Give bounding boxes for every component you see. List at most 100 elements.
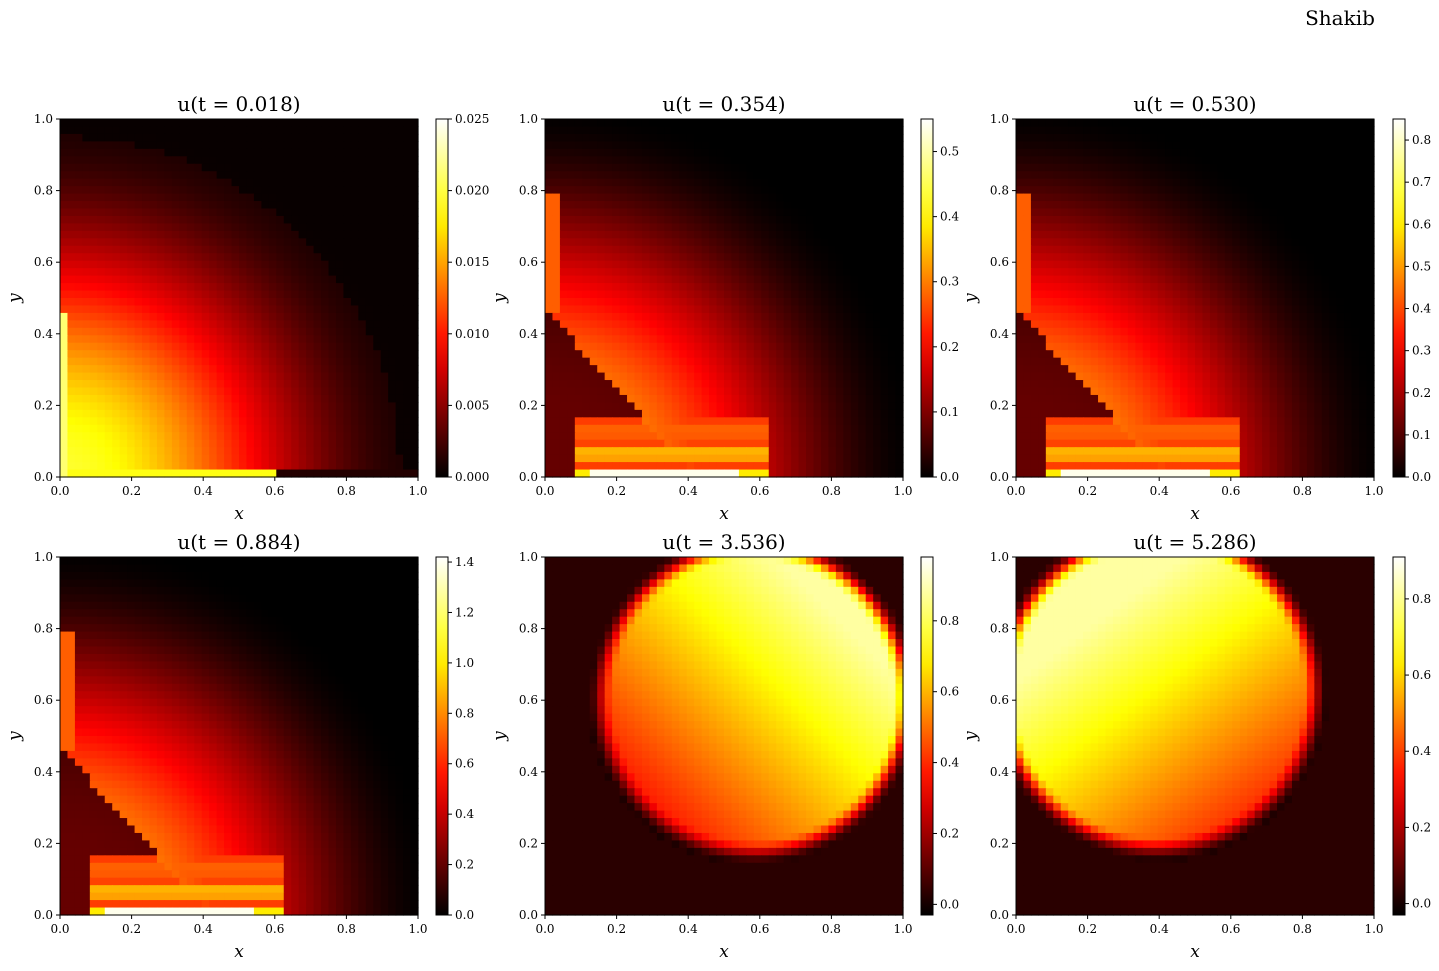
heatmap-cell — [216, 230, 225, 239]
heatmap-cell — [1314, 126, 1323, 135]
heatmap-cell — [224, 350, 233, 359]
heatmap-cell — [1202, 133, 1211, 142]
heatmap-cell — [768, 230, 777, 239]
heatmap-cell — [798, 193, 807, 202]
heatmap-cell — [768, 201, 777, 210]
heatmap-cell — [97, 424, 106, 433]
heatmap-cell — [686, 148, 695, 157]
heatmap-cell — [239, 298, 248, 307]
heatmap-cell — [694, 208, 703, 217]
heatmap-cell — [171, 372, 180, 381]
heatmap-cell — [186, 208, 195, 217]
heatmap-cell — [664, 447, 673, 456]
heatmap-cell — [783, 148, 792, 157]
heatmap-cell — [798, 290, 807, 299]
heatmap-cell — [127, 283, 136, 292]
heatmap-cell — [806, 402, 815, 411]
heatmap-cell — [641, 320, 651, 329]
heatmap-cell — [783, 320, 792, 329]
heatmap-cell — [60, 335, 69, 344]
heatmap-cell — [365, 462, 374, 471]
heatmap-cell — [403, 350, 412, 359]
heatmap-cell — [828, 148, 837, 157]
heatmap-cell — [388, 298, 397, 307]
heatmap-cell — [724, 268, 733, 277]
heatmap-cell — [201, 208, 210, 217]
heatmap-cell — [321, 126, 330, 135]
heatmap-cell — [321, 133, 330, 142]
heatmap-cell — [724, 387, 733, 396]
heatmap-cell — [216, 417, 225, 426]
heatmap-cell — [835, 454, 844, 463]
heatmap-cell — [67, 193, 76, 202]
heatmap-cell — [410, 469, 419, 478]
heatmap-cell — [634, 260, 643, 269]
heatmap-cell — [365, 290, 374, 299]
heatmap-cell — [798, 148, 807, 157]
heatmap-cell — [559, 208, 568, 217]
heatmap-cell — [671, 327, 680, 336]
heatmap-cell — [380, 365, 389, 374]
heatmap-cell — [276, 469, 285, 478]
heatmap-cell — [597, 447, 606, 456]
heatmap-cell — [701, 394, 710, 404]
heatmap-cell — [843, 320, 852, 329]
heatmap-cell — [634, 350, 643, 359]
heatmap-cell — [820, 230, 830, 239]
heatmap-cell — [716, 320, 725, 329]
heatmap-cell — [60, 268, 69, 277]
heatmap-cell — [60, 238, 69, 247]
heatmap-cell — [134, 268, 143, 277]
heatmap-cell — [350, 119, 359, 128]
heatmap-cell — [835, 201, 844, 210]
heatmap-cell — [664, 215, 673, 225]
heatmap-cell — [664, 260, 673, 269]
heatmap-cell — [686, 298, 695, 307]
heatmap-cell — [313, 424, 322, 433]
heatmap-cell — [261, 409, 270, 418]
heatmap-cell — [589, 335, 598, 344]
heatmap-cell — [604, 208, 613, 217]
heatmap-cell — [291, 186, 300, 195]
heatmap-cell — [828, 298, 837, 307]
heatmap-cell — [209, 193, 218, 202]
heatmap-cell — [97, 171, 106, 180]
heatmap-cell — [873, 223, 882, 232]
heatmap-cell — [127, 462, 136, 471]
heatmap-cell — [895, 365, 904, 374]
heatmap-cell — [298, 327, 307, 336]
heatmap-cell — [664, 432, 673, 441]
heatmap-cell — [194, 193, 203, 202]
heatmap-cell — [559, 253, 568, 262]
heatmap-cell — [545, 163, 554, 172]
heatmap-cell — [709, 387, 718, 396]
heatmap-cell — [880, 193, 889, 202]
heatmap-cell — [171, 201, 180, 210]
heatmap-cell — [813, 350, 822, 359]
heatmap-cell — [694, 365, 703, 374]
heatmap-cell — [1202, 119, 1211, 128]
heatmap-cell — [1217, 126, 1226, 135]
heatmap-cell — [82, 432, 91, 441]
heatmap-cell — [209, 208, 218, 217]
heatmap-cell — [291, 245, 300, 254]
heatmap-cell — [865, 402, 874, 411]
heatmap-cell — [694, 119, 703, 128]
heatmap-cell — [350, 230, 359, 239]
heatmap-cell — [709, 245, 718, 254]
heatmap-cell — [89, 208, 98, 217]
heatmap-cell — [283, 380, 292, 389]
heatmap-cell — [291, 335, 300, 344]
heatmap-cell — [298, 312, 307, 321]
heatmap-cell — [612, 126, 621, 135]
heatmap-cell — [1023, 141, 1032, 150]
heatmap-cell — [395, 201, 404, 210]
heatmap-cell — [67, 447, 76, 456]
heatmap-cell — [142, 394, 151, 404]
heatmap-cell — [567, 320, 576, 329]
heatmap-cell — [156, 148, 166, 157]
heatmap-cell — [895, 335, 904, 344]
heatmap-cell — [746, 163, 755, 172]
heatmap-cell — [358, 141, 367, 150]
heatmap-cell — [343, 260, 352, 269]
